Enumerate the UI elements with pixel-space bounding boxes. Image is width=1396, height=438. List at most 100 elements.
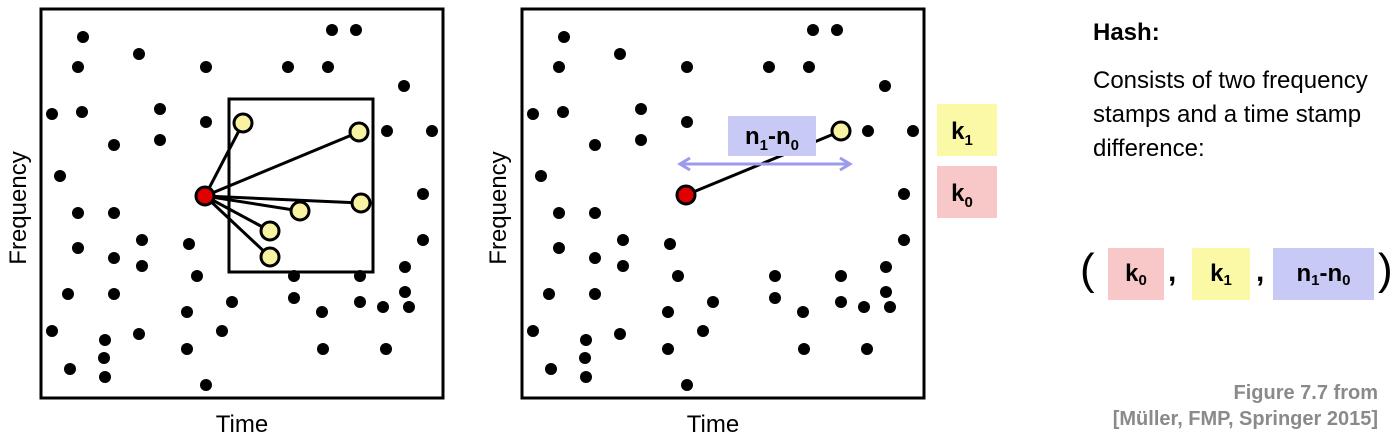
peak-dot xyxy=(880,286,892,298)
pair-line xyxy=(204,194,271,233)
left-target-peaks xyxy=(232,112,372,268)
peak-dot xyxy=(553,207,565,219)
peak-dot xyxy=(76,106,88,118)
peak-dot xyxy=(858,301,870,313)
peak-dot xyxy=(381,125,393,137)
target-peak xyxy=(348,121,370,143)
peak-dot xyxy=(614,48,626,60)
tuple-close-paren: ) xyxy=(1378,245,1393,294)
left-x-axis-label: Time xyxy=(216,411,268,438)
peak-dot xyxy=(553,61,565,73)
peak-dot xyxy=(108,207,120,219)
peak-dot xyxy=(769,292,781,304)
target-peak xyxy=(232,112,254,134)
right-peak-dots xyxy=(527,24,919,391)
pair-line xyxy=(204,194,301,213)
diff-label-text: n1-n0 xyxy=(745,123,799,154)
peak-dot xyxy=(907,125,919,137)
peak-dot xyxy=(635,103,647,115)
peak-dot xyxy=(350,24,362,36)
peak-dot xyxy=(181,306,193,318)
peak-dot xyxy=(898,188,910,200)
peak-dot xyxy=(769,270,781,282)
target-peak xyxy=(259,220,281,242)
left-anchor-peak xyxy=(194,185,216,207)
peak-dot xyxy=(527,325,539,337)
peak-dot xyxy=(99,334,111,346)
peak-dot xyxy=(72,61,84,73)
peak-dot xyxy=(108,139,120,151)
peak-dot xyxy=(835,296,847,308)
peak-dot xyxy=(831,24,843,36)
peak-dot xyxy=(108,288,120,300)
peak-dot xyxy=(617,260,629,272)
peak-dot xyxy=(54,170,66,182)
peak-dot xyxy=(681,61,693,73)
pair-line xyxy=(203,122,245,197)
peak-dot xyxy=(64,363,76,375)
peak-dot xyxy=(662,306,674,318)
pair-line xyxy=(204,130,360,198)
peak-dot xyxy=(579,352,591,364)
right-anchor-peak xyxy=(675,184,697,206)
peak-dot xyxy=(426,125,438,137)
tuple-open-paren: ( xyxy=(1080,245,1095,294)
peak-dot xyxy=(861,343,873,355)
target-peak xyxy=(289,200,311,222)
tuple-comma-1: , xyxy=(1168,255,1177,288)
peak-dot xyxy=(154,103,166,115)
left-y-axis-label: Frequency xyxy=(5,151,32,264)
peak-dot xyxy=(884,301,896,313)
peak-dot xyxy=(200,61,212,73)
peak-dot xyxy=(580,371,592,383)
peak-dot xyxy=(681,116,693,128)
peak-dot xyxy=(72,242,84,254)
peak-dot xyxy=(288,292,300,304)
right-target-peak xyxy=(830,120,852,142)
peak-dot xyxy=(62,288,74,300)
right-x-axis-label: Time xyxy=(687,411,739,438)
peak-dot xyxy=(72,207,84,219)
peak-dot xyxy=(399,286,411,298)
peak-dot xyxy=(99,371,111,383)
peak-dot xyxy=(672,270,684,282)
peak-dot xyxy=(862,125,874,137)
peak-dot xyxy=(136,260,148,272)
peak-dot xyxy=(322,61,334,73)
peak-dot xyxy=(589,288,601,300)
peak-dot xyxy=(763,61,775,73)
peak-dot xyxy=(589,139,601,151)
peak-dot xyxy=(543,288,555,300)
peak-dot xyxy=(181,343,193,355)
peak-dot xyxy=(133,48,145,60)
peak-dot xyxy=(558,31,570,43)
peak-dot xyxy=(316,306,328,318)
peak-dot xyxy=(681,379,693,391)
peak-dot xyxy=(535,170,547,182)
peak-dot xyxy=(898,234,910,246)
peak-dot xyxy=(589,207,601,219)
pair-line xyxy=(203,194,272,259)
peak-dot xyxy=(326,24,338,36)
peak-dot xyxy=(807,24,819,36)
peak-dot xyxy=(417,188,429,200)
peak-dot xyxy=(200,379,212,391)
right-y-axis-label: Frequency xyxy=(485,151,512,264)
peak-dot xyxy=(377,301,389,313)
peak-dot xyxy=(183,238,195,250)
hash-description: Consists of two frequency stamps and a t… xyxy=(1093,67,1368,162)
peak-dot xyxy=(398,80,410,92)
peak-dot xyxy=(664,238,676,250)
peak-dot xyxy=(707,296,719,308)
right-spectrogram-frame xyxy=(520,7,926,400)
legend-k1-label: k1 xyxy=(951,118,973,149)
peak-dot xyxy=(317,343,329,355)
peak-dot xyxy=(662,343,674,355)
target-peak xyxy=(259,246,281,268)
caption-line-2: [Müller, FMP, Springer 2015] xyxy=(1112,408,1378,430)
peak-dot xyxy=(617,234,629,246)
peak-dot xyxy=(553,242,565,254)
peak-dot xyxy=(154,134,166,146)
